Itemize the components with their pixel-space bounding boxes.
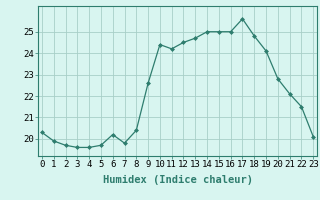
X-axis label: Humidex (Indice chaleur): Humidex (Indice chaleur) xyxy=(103,175,252,185)
